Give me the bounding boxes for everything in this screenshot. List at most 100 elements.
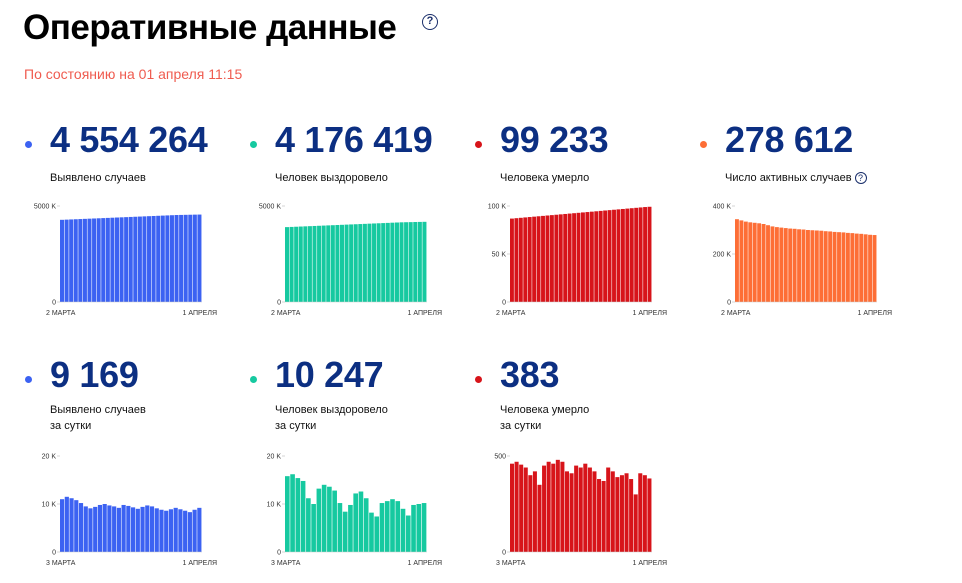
bar [783,228,788,302]
bar [69,219,74,302]
bar [188,214,193,302]
stat-label: Выявлено случаев за сутки [50,402,146,434]
bar [841,232,846,302]
x-end-label: 1 АПРЕЛЯ [408,560,442,567]
bar [814,230,819,302]
series-dot [25,376,32,383]
bar [358,491,364,552]
bar [647,206,652,302]
y-tick-label: 200 K [713,252,732,259]
card-daily-cases: 9 169 Выявлено случаев за сутки 0 10 K 20 … [22,350,247,583]
series-dot [250,141,257,148]
bar [806,230,810,302]
bar-chart: 0 10 K 20 K 3 МАРТА 1 АПРЕЛЯ [42,454,217,568]
bar [298,226,303,302]
active-cases-help-icon[interactable]: ? [854,172,867,184]
bar [518,217,523,302]
bar [307,226,312,302]
bar [390,499,395,552]
bar [174,215,179,302]
bar [606,467,611,552]
y-tick-label: 100 K [488,204,507,211]
bar-chart: 0 10 K 20 K 3 МАРТА 1 АПРЕЛЯ [267,454,442,568]
stat-value: 99 233 [500,119,609,160]
bar [327,486,332,552]
bar [300,480,306,552]
bar [564,471,569,552]
bar [145,505,150,552]
bar [510,218,514,302]
bar [394,222,399,302]
bar-chart: 0 5000 K 2 МАРТА 1 АПРЕЛЯ [259,204,442,318]
bar [114,217,119,302]
bar [154,508,159,552]
bar [353,493,358,552]
bar [395,501,401,552]
series-dot [25,141,32,148]
bar-chart: 0 5000 K 2 МАРТА 1 АПРЕЛЯ [34,204,217,318]
bar [349,224,354,302]
bar [64,219,69,302]
stat-label-line1: Число активных случаев [725,172,852,184]
bar [850,233,855,302]
bar [159,509,164,552]
x-start-label: 3 МАРТА [46,560,76,567]
bar [536,216,541,302]
bar [560,461,565,552]
bar [581,212,585,302]
bar [289,226,294,302]
bar [332,490,337,552]
y-tick-label: 0 [277,300,281,307]
bar [101,218,106,302]
y-tick-label: 20 K [267,454,282,461]
y-tick-label: 10 K [42,502,57,509]
bar [160,215,165,302]
bar [405,515,411,552]
bar [107,505,112,552]
bar [837,232,841,302]
stat-label-line1: Человек выздоровело [275,172,388,184]
bar [555,459,560,552]
bar [312,225,317,302]
x-end-label: 1 АПРЕЛЯ [183,310,217,317]
y-tick-label: 400 K [713,204,732,211]
bar [83,506,88,552]
x-start-label: 2 МАРТА [271,310,301,317]
bar [551,463,556,552]
bar [339,224,344,302]
bar [400,508,406,552]
bar [774,227,779,302]
bar [192,214,197,302]
bar [78,219,83,302]
y-tick-label: 5000 K [34,204,57,211]
bar [82,218,87,302]
bar [102,504,107,552]
bar [766,225,770,302]
bar [369,512,374,552]
bar [788,228,793,302]
card-total-cases: 4 554 264 Выявлено случаев 0 5000 K 2 МАРТ… [22,115,247,355]
bar [303,226,308,302]
y-tick-label: 0 [502,550,506,557]
bar [399,222,404,302]
bar [192,509,197,552]
help-icon[interactable]: ? [422,14,438,30]
bar-chart: 0 200 K 400 K 2 МАРТА 1 АПРЕЛЯ [713,204,892,318]
bar [563,213,568,302]
bar [868,234,873,302]
bar [93,506,98,552]
bar [792,228,797,302]
bar [748,222,753,302]
x-start-label: 3 МАРТА [271,560,301,567]
bar [60,499,65,552]
bar [183,510,188,552]
y-tick-label: 500 [494,454,506,461]
bar [384,501,390,552]
bar [612,209,616,302]
bar [337,503,343,552]
bar [317,225,322,302]
update-timestamp: По состоянию на 01 апреля 11:15 [24,66,243,82]
bar [88,508,93,552]
x-end-label: 1 АПРЕЛЯ [858,310,892,317]
bar [316,488,322,552]
